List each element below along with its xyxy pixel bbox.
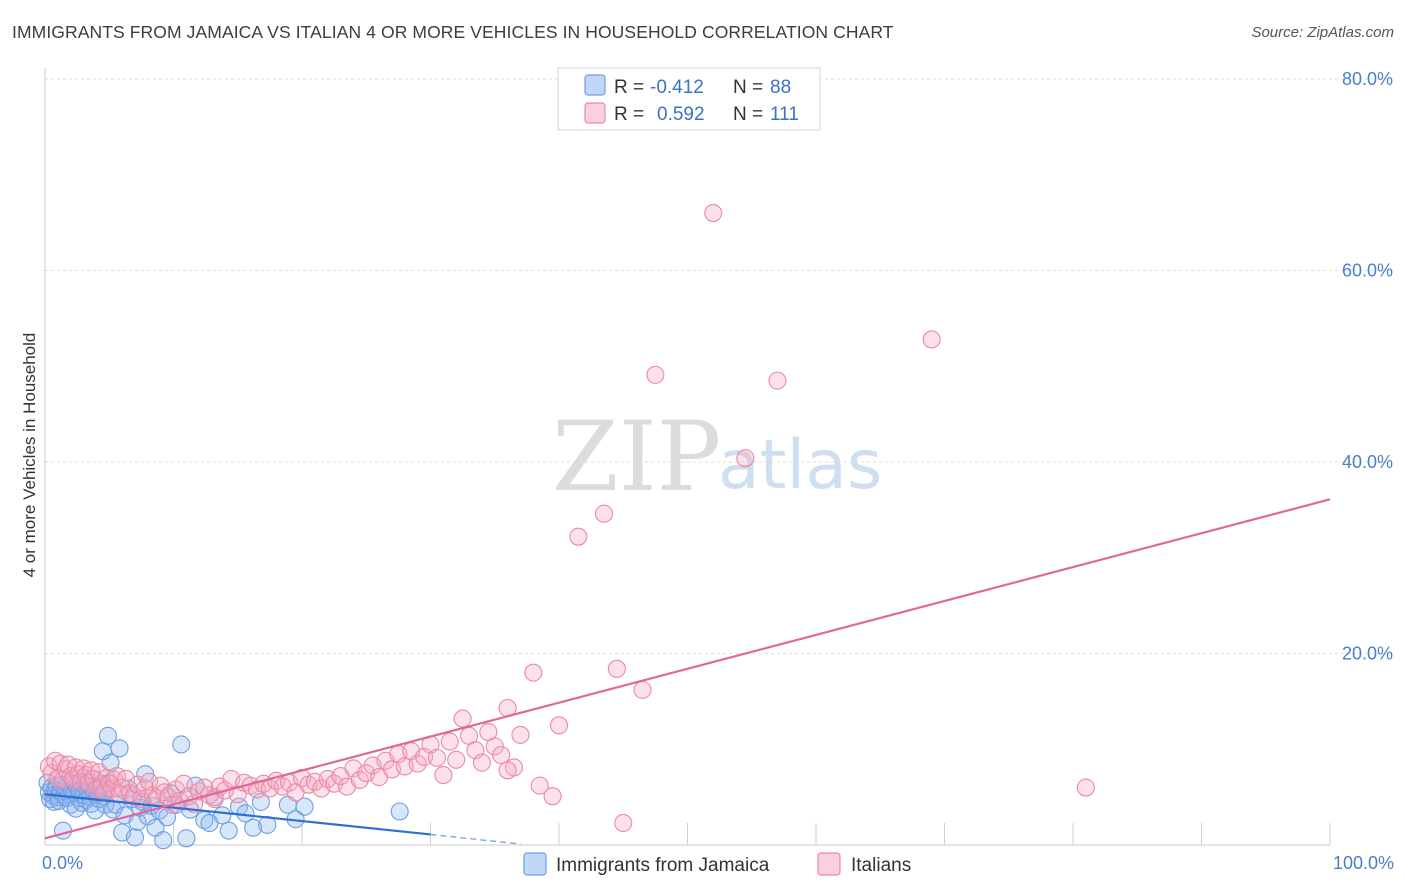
trend-line-italians [44,498,1331,840]
point-italians [549,716,569,735]
point-jamaica [154,831,173,850]
point-italians [569,527,588,546]
point-italians [427,748,446,767]
point-italians [447,750,466,769]
legend-swatch-jamaica [584,74,606,96]
point-jamaica [53,821,73,840]
legend-r-label-1: R = [614,77,644,98]
trend-line-jamaica-extension [430,833,521,845]
point-jamaica [219,821,238,840]
point-italians [228,785,247,804]
axes [44,68,1330,846]
point-italians [768,371,787,390]
legend-r-label-2: R = [614,104,644,125]
y-tick-label: 40.0% [1342,452,1393,472]
x-tick-label: 100.0% [1333,853,1394,873]
point-italians [453,709,472,728]
legend-n-value-1: 88 [770,77,791,98]
series-legend-swatch-jamaica [523,852,547,876]
point-jamaica [390,802,409,821]
point-italians [543,787,562,806]
point-jamaica [213,806,232,825]
point-italians [646,365,665,384]
legend-r-value-2: 0.592 [657,104,705,125]
point-italians [472,753,491,772]
point-italians [434,766,453,785]
x-tick-label: 0.0% [42,853,83,873]
watermark-atlas: atlas [718,426,882,505]
trend-lines [44,498,1331,845]
point-italians [116,769,136,788]
point-italians [511,725,530,744]
point-italians [633,680,652,699]
legend-n-label-2: N = [733,104,763,125]
point-italians [498,761,517,780]
watermark-zip: ZIP [552,401,721,513]
grid-lines [45,78,1392,845]
point-italians [922,330,941,349]
x-tick-labels: 0.0% 100.0% [42,853,1394,873]
point-italians [614,813,633,833]
trend-line-jamaica [44,793,431,836]
point-italians [140,772,159,791]
y-tick-labels: 20.0% 40.0% 60.0% 80.0% [1342,69,1393,664]
point-italians [408,754,427,773]
point-jamaica [177,829,196,848]
series-legend-label-jamaica: Immigrants from Jamaica [556,855,770,876]
legend-swatch-italians [584,102,606,124]
point-jamaica [98,726,118,745]
point-italians [530,776,549,795]
legend-n-value-2: 111 [770,104,799,125]
series-legend-swatch-italians [817,852,841,876]
point-italians [492,745,511,765]
point-italians [1076,778,1095,797]
data-points [38,204,1095,850]
stats-legend: R = -0.412 N = 88 R = 0.592 N = 111 [557,67,821,131]
chart-title: IMMIGRANTS FROM JAMAICA VS ITALIAN 4 OR … [12,22,894,42]
point-italians [350,770,369,789]
source-credit: Source: ZipAtlas.com [1251,24,1394,41]
point-italians [736,449,755,468]
point-jamaica [172,735,191,754]
point-italians [440,732,459,751]
point-jamaica [244,818,263,837]
point-jamaica [125,828,144,847]
y-tick-label: 60.0% [1342,261,1393,281]
point-jamaica [295,797,314,816]
series-legend-label-italians: Italians [851,855,911,876]
series-legend: Immigrants from Jamaica Italians [523,852,911,876]
point-jamaica [110,739,129,758]
y-axis-label: 4 or more Vehicles in Household [20,333,39,578]
point-italians [607,659,626,678]
point-italians [594,504,614,523]
point-italians [524,663,543,682]
y-tick-label: 80.0% [1342,69,1393,89]
legend-n-label-1: N = [733,77,763,98]
y-tick-label: 20.0% [1342,644,1393,664]
point-italians [704,204,723,223]
legend-r-value-1: -0.412 [650,77,704,98]
